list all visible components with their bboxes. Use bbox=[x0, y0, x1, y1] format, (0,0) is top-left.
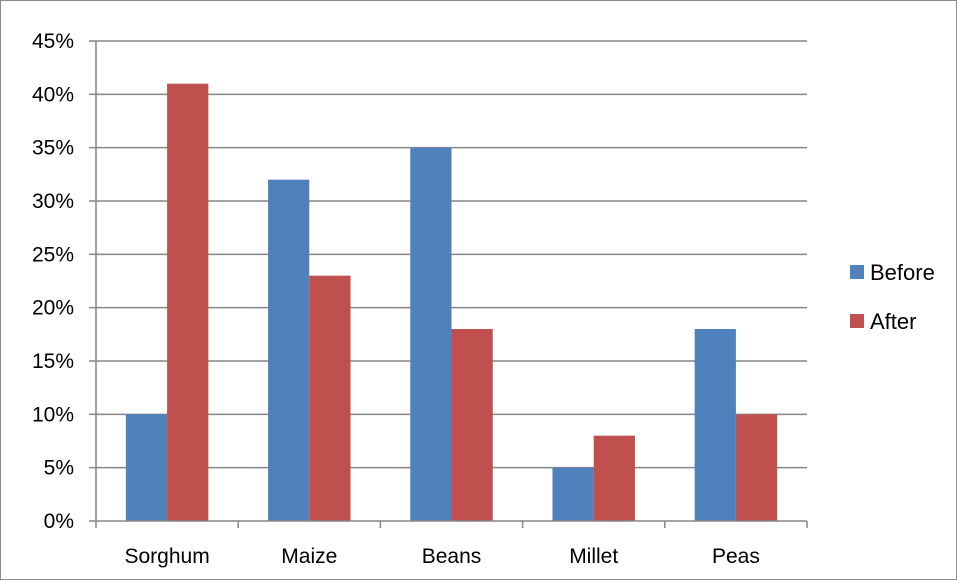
legend-swatch-before bbox=[850, 265, 864, 279]
bar-before-beans bbox=[410, 147, 452, 521]
bars bbox=[125, 83, 778, 522]
bar-before-maize bbox=[268, 179, 310, 521]
x-tick-label: Maize bbox=[281, 545, 337, 568]
bar-after-millet bbox=[593, 435, 635, 521]
y-tick-label: 15% bbox=[32, 350, 74, 373]
y-tick-label: 20% bbox=[32, 297, 74, 320]
x-axis-tick-labels: Sorghum Maize Beans Millet Peas bbox=[124, 545, 759, 568]
y-tick-label: 40% bbox=[32, 83, 74, 106]
legend-label-before: Before bbox=[870, 260, 935, 285]
bar-after-maize bbox=[309, 275, 351, 521]
y-tick-label: 10% bbox=[32, 403, 74, 426]
x-tick-label: Sorghum bbox=[124, 545, 209, 568]
bar-after-sorghum bbox=[167, 83, 209, 522]
y-tick-label: 30% bbox=[32, 190, 74, 213]
y-tick-label: 35% bbox=[32, 137, 74, 160]
bar-after-beans bbox=[451, 329, 493, 521]
legend-label-after: After bbox=[870, 309, 916, 334]
axes bbox=[89, 40, 808, 528]
y-tick-label: 0% bbox=[44, 510, 74, 533]
y-axis-tick-labels: 0% 5% 10% 15% 20% 25% 30% 35% 40% 45% bbox=[32, 30, 74, 533]
y-tick-label: 25% bbox=[32, 243, 74, 266]
x-tick-label: Beans bbox=[422, 545, 482, 568]
bar-after-peas bbox=[735, 414, 778, 521]
x-tick-label: Millet bbox=[569, 545, 618, 568]
bar-before-sorghum bbox=[125, 414, 168, 521]
bar-before-peas bbox=[694, 329, 736, 521]
y-tick-label: 5% bbox=[44, 457, 74, 480]
bar-before-millet bbox=[552, 467, 594, 521]
y-tick-label: 45% bbox=[32, 30, 74, 53]
legend-swatch-after bbox=[850, 314, 864, 328]
legend: Before After bbox=[850, 260, 935, 334]
x-tick-label: Peas bbox=[712, 545, 760, 568]
